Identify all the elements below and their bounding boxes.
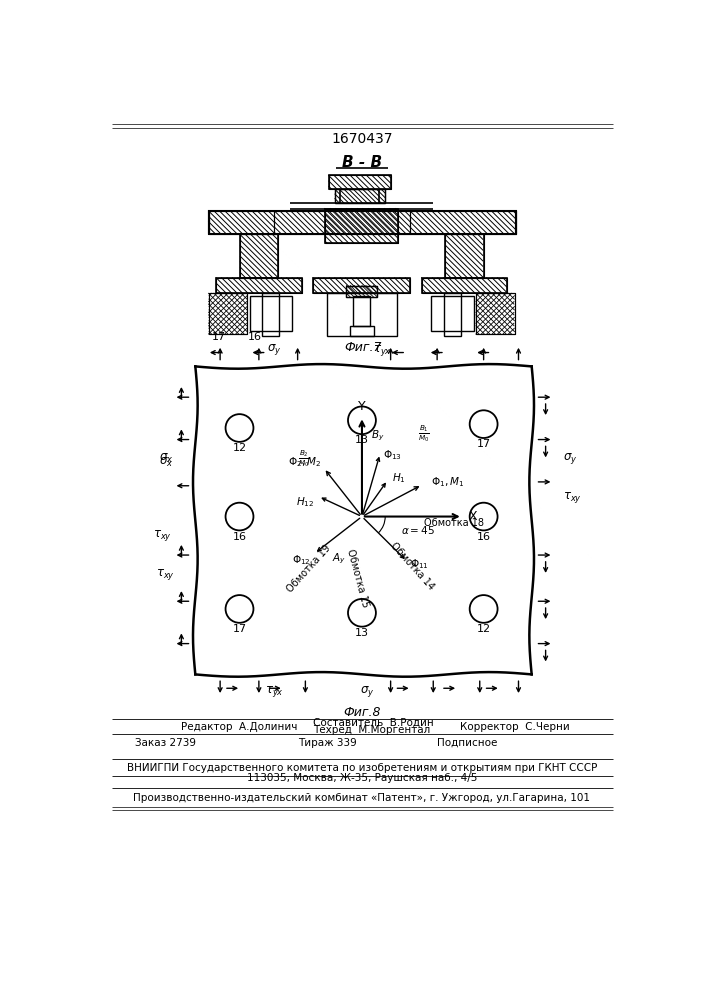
Text: 1670437: 1670437 (331, 132, 392, 146)
Bar (444, 293, 461, 336)
Text: $\Phi_{13}$: $\Phi_{13}$ (383, 448, 402, 462)
Bar (274, 211, 410, 234)
Bar (250, 296, 292, 331)
Text: X: X (469, 510, 477, 523)
Text: $\Phi_1,  M_1$: $\Phi_1, M_1$ (431, 476, 465, 489)
Text: Редактор  А.Долинич: Редактор А.Долинич (182, 722, 298, 732)
Text: $\sigma_x$: $\sigma_x$ (158, 452, 173, 465)
Bar (421, 278, 507, 293)
Text: 17: 17 (477, 439, 491, 449)
Bar (351, 326, 373, 336)
Text: Техред  М.Моргентал: Техред М.Моргентал (313, 725, 431, 735)
Text: Составитель  В.Родин: Составитель В.Родин (313, 718, 434, 728)
Text: $A_y$: $A_y$ (332, 552, 346, 566)
Text: Корректор  С.Черни: Корректор С.Черни (460, 722, 570, 732)
Text: $H_1$: $H_1$ (392, 472, 405, 485)
Text: $\Phi_{12}$: $\Phi_{12}$ (292, 553, 310, 567)
Text: 17: 17 (211, 332, 226, 342)
Text: $\tau_{xy}$: $\tau_{xy}$ (156, 567, 175, 582)
Text: $\tau_{xy}$: $\tau_{xy}$ (153, 528, 173, 543)
Text: $\sigma_y$: $\sigma_y$ (267, 342, 281, 357)
Text: 16: 16 (477, 532, 491, 542)
Text: $H_{12}$: $H_{12}$ (296, 496, 315, 509)
Bar (346, 286, 378, 297)
Bar (476, 293, 515, 334)
Bar (421, 278, 507, 293)
Text: 16: 16 (248, 332, 262, 342)
Text: 13: 13 (355, 628, 369, 638)
Text: Фиг.8: Фиг.8 (343, 706, 380, 719)
Text: $\tau_{yx}$: $\tau_{yx}$ (265, 684, 284, 699)
Bar (216, 278, 301, 293)
Text: $B_y$: $B_y$ (371, 428, 385, 443)
Text: Производственно-издательский комбинат «Патент», г. Ужгород, ул.Гагарина, 101: Производственно-издательский комбинат «П… (134, 793, 590, 803)
Text: 113035, Москва, Ж-35, Раушская наб., 4/5: 113035, Москва, Ж-35, Раушская наб., 4/5 (247, 773, 477, 783)
Bar (209, 293, 247, 334)
Text: 16: 16 (233, 532, 247, 542)
Bar (329, 175, 391, 189)
Bar (240, 234, 279, 278)
Text: $\frac{B_1}{M_0}$: $\frac{B_1}{M_0}$ (418, 423, 429, 444)
Text: Заказ 2739: Заказ 2739 (135, 738, 196, 748)
Text: 12: 12 (477, 624, 491, 634)
Text: Обмотка 14: Обмотка 14 (389, 541, 436, 592)
Bar (335, 189, 385, 203)
Text: $\sigma_y$: $\sigma_y$ (360, 684, 375, 699)
Text: Подписное: Подписное (437, 738, 498, 748)
Bar (354, 296, 370, 326)
Text: 17: 17 (233, 624, 247, 634)
Bar (313, 278, 410, 293)
Bar (410, 211, 516, 234)
Text: Обмотка 15: Обмотка 15 (346, 548, 370, 608)
Text: B - B: B - B (342, 155, 382, 170)
Bar (476, 293, 515, 334)
Bar (216, 278, 301, 293)
Bar (346, 286, 378, 297)
Bar (325, 209, 398, 243)
Text: Обмотка 19: Обмотка 19 (286, 543, 333, 595)
Bar (262, 293, 279, 336)
Bar (431, 296, 474, 331)
Text: $\sigma_y$: $\sigma_y$ (563, 451, 578, 466)
Bar (209, 293, 247, 334)
Text: 13: 13 (355, 435, 369, 445)
Text: Y: Y (358, 400, 366, 413)
Text: ВНИИГПИ Государственного комитета по изобретениям и открытиям при ГКНТ СССР: ВНИИГПИ Государственного комитета по изо… (127, 763, 597, 773)
Bar (327, 293, 397, 336)
Bar (209, 211, 274, 234)
Bar (209, 211, 516, 234)
Text: $\tau_{xy}$: $\tau_{xy}$ (563, 490, 583, 505)
Text: $\sigma_x$: $\sigma_x$ (158, 456, 173, 469)
Bar (329, 175, 391, 189)
Text: $\Phi_{11}$: $\Phi_{11}$ (410, 557, 429, 571)
Bar (325, 209, 398, 243)
Bar (335, 189, 385, 203)
Text: Обмотка 18: Обмотка 18 (424, 518, 484, 528)
Text: Фиг.7: Фиг.7 (345, 341, 382, 354)
Text: $\tau_{yx}$: $\tau_{yx}$ (373, 344, 392, 359)
Text: Тираж 339: Тираж 339 (298, 738, 356, 748)
Bar (445, 234, 484, 278)
Bar (240, 234, 279, 278)
Text: $\alpha=45$: $\alpha=45$ (401, 524, 435, 536)
Text: $\Phi_2,  M_2$: $\Phi_2, M_2$ (288, 455, 322, 469)
Text: $\frac{B_2}{M_0}$: $\frac{B_2}{M_0}$ (298, 448, 310, 469)
Bar (445, 234, 484, 278)
Bar (313, 278, 410, 293)
Text: 12: 12 (233, 443, 247, 453)
